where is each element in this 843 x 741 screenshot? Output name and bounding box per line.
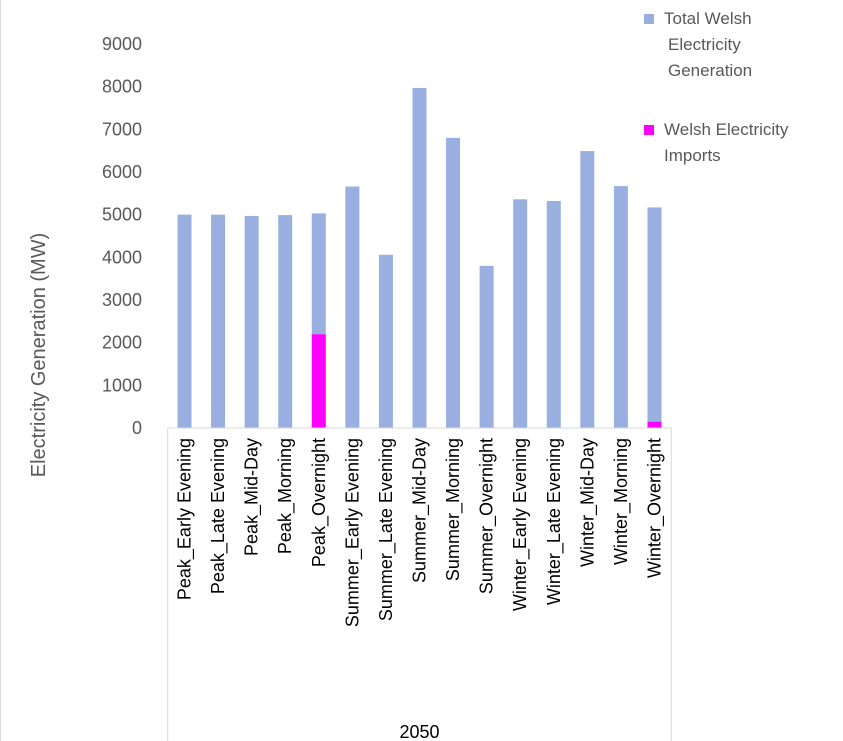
bars-layer: [177, 87, 662, 428]
x-tick-label: Winter_Late Evening: [544, 438, 565, 605]
legend: Total Welsh Electricity Generation Welsh El…: [644, 9, 789, 165]
bar-generation-6: [378, 254, 393, 428]
bar-imports-4: [311, 334, 326, 428]
bar-generation-3: [278, 215, 293, 428]
legend-swatch: [644, 14, 654, 24]
x-tick-label: Peak_Late Evening: [208, 438, 229, 594]
y-axis-title: Electricity Generation (MW): [28, 233, 50, 478]
x-tick-label: Peak_Early Evening: [175, 438, 196, 600]
bar-generation-9: [479, 265, 494, 428]
legend-label: Total Welsh: [664, 9, 752, 28]
y-tick-labels: 0 1000 2000 3000 4000 5000 6000 7000 8000 9000: [102, 34, 142, 438]
x-tick-label: Summer_Late Evening: [376, 438, 397, 621]
x-tick-label: Summer_Mid-Day: [410, 438, 431, 583]
y-tick-label: 6000: [102, 162, 142, 182]
bar-generation-7: [412, 87, 427, 428]
x-tick-label: Peak_Mid-Day: [242, 438, 263, 556]
legend-label: Electricity: [668, 35, 741, 54]
y-tick-label: 0: [132, 418, 142, 438]
y-tick-label: 7000: [102, 119, 142, 139]
x-tick-label: Summer_Early Evening: [342, 438, 363, 627]
bar-generation-14: [647, 207, 662, 422]
bar-generation-5: [345, 186, 360, 428]
bar-generation-12: [580, 151, 595, 428]
bar-generation-4: [311, 213, 326, 335]
y-tick-label: 8000: [102, 77, 142, 97]
x-tick-label: Winter_Early Evening: [510, 438, 531, 611]
y-tick-label: 2000: [102, 333, 142, 353]
bar-imports-14: [647, 421, 662, 428]
x-tick-label: Winter_Mid-Day: [577, 438, 598, 567]
y-tick-label: 9000: [102, 34, 142, 54]
x-tick-label: Winter_Overnight: [645, 438, 666, 578]
axes-layer: [0, 0, 672, 741]
legend-label: Generation: [668, 61, 752, 80]
y-tick-label: 3000: [102, 290, 142, 310]
bar-generation-10: [513, 199, 528, 428]
legend-label: Welsh Electricity: [664, 120, 789, 139]
x-tick-labels: Peak_Early Evening Peak_Late Evening Peak_…: [175, 438, 666, 627]
x-tick-label: Summer_Morning: [443, 438, 464, 581]
bar-generation-8: [446, 137, 461, 428]
bar-generation-1: [211, 214, 226, 428]
legend-swatch: [644, 125, 654, 135]
y-tick-label: 4000: [102, 247, 142, 267]
y-tick-label: 1000: [102, 375, 142, 395]
legend-label: Imports: [664, 146, 721, 165]
bar-generation-2: [244, 215, 259, 428]
bar-generation-13: [613, 186, 628, 428]
bar-generation-11: [546, 201, 561, 428]
x-tick-label: Peak_Overnight: [309, 438, 330, 567]
bar-generation-0: [177, 214, 192, 428]
x-group-label: 2050: [399, 722, 439, 741]
x-tick-label: Summer_Overnight: [477, 438, 498, 594]
y-tick-label: 5000: [102, 205, 142, 225]
x-tick-label: Peak_Morning: [275, 438, 296, 554]
x-tick-label: Winter_Morning: [611, 438, 632, 565]
